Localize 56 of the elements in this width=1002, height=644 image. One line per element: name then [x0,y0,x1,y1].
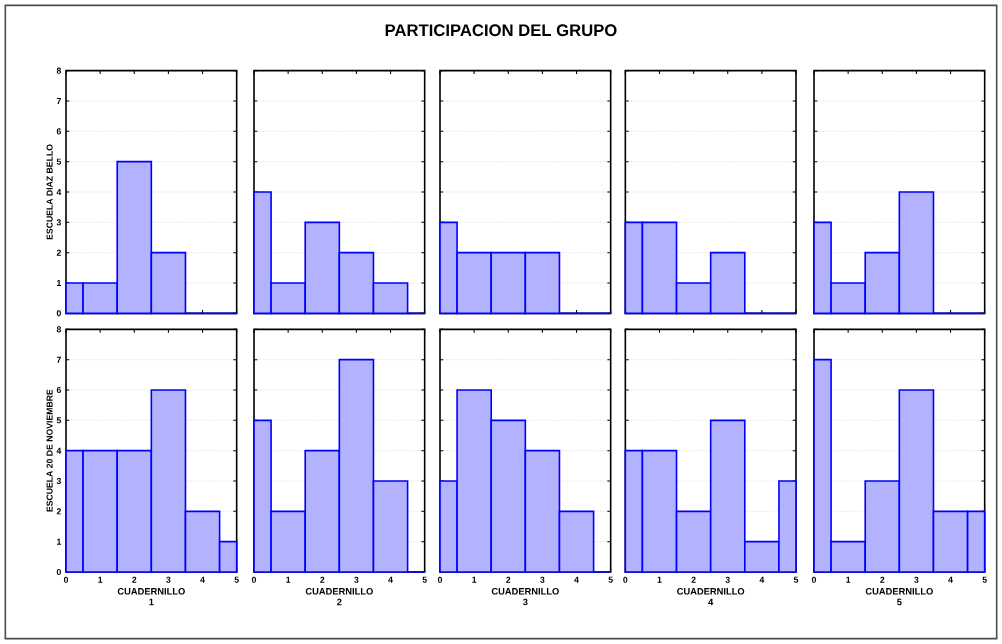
x-tick-label: 3 [166,576,171,583]
x-tick-label: 2 [880,576,885,583]
x-tick-label: 3 [354,576,359,583]
y-tick-label: 7 [56,356,61,363]
x-tick-label: 4 [388,576,393,583]
y-tick-label: 0 [56,568,61,576]
y-tick-label: 0 [56,310,61,317]
y-axis-title: ESCUELA DIAZ BELLO [46,144,53,240]
y-tick-label: 3 [56,477,61,485]
y-tick-label: 8 [56,67,62,74]
y-tick-label: 4 [56,189,62,195]
x-tick-label: 2 [691,576,696,583]
x-tick-label: 0 [251,576,257,583]
x-axis-title: CUADERNILLO 2 [305,588,373,606]
x-tick-label: 3 [725,576,730,583]
y-axis-title: ESCUELA 20 DE NOVIEMBRE [46,389,53,512]
x-tick-label: 5 [793,576,799,583]
x-tick-label: 0 [811,576,817,583]
chart-title: PARTICIPACION DEL GRUPO [385,24,617,37]
x-tick-label: 1 [657,576,662,583]
x-tick-label: 4 [759,576,765,583]
x-tick-label: 1 [286,576,291,583]
x-tick-label: 5 [982,576,987,583]
x-tick-label: 0 [63,576,69,583]
y-tick-label: 6 [56,386,61,394]
x-tick-label: 4 [200,576,205,583]
x-axis-title: CUADERNILLO 1 [117,588,185,606]
x-axis-title: CUADERNILLO 3 [491,588,559,606]
x-tick-label: 2 [132,576,137,583]
x-axis-title: CUADERNILLO 4 [677,588,745,606]
y-tick-label: 1 [57,280,62,286]
y-tick-label: 8 [56,326,62,333]
x-tick-label: 0 [623,576,628,583]
x-tick-label: 4 [948,576,953,583]
x-tick-label: 3 [914,576,919,583]
y-tick-label: 5 [56,417,62,424]
x-axis-title: CUADERNILLO 5 [865,588,933,606]
x-tick-label: 1 [472,576,477,583]
y-tick-label: 2 [56,508,61,515]
x-tick-label: 3 [540,576,545,583]
x-tick-label: 0 [437,576,443,583]
x-tick-label: 4 [574,576,579,583]
x-tick-label: 2 [506,576,511,583]
y-tick-label: 1 [57,538,62,545]
y-tick-label: 7 [56,98,61,104]
x-tick-label: 5 [422,576,427,583]
y-tick-label: 6 [56,128,61,135]
x-tick-label: 5 [608,576,613,583]
y-tick-label: 5 [56,158,62,165]
x-tick-label: 2 [320,576,325,583]
y-tick-label: 3 [56,219,61,226]
y-tick-label: 2 [56,249,61,256]
x-tick-label: 5 [234,576,239,583]
y-tick-label: 4 [56,447,62,454]
x-tick-label: 1 [846,576,851,583]
x-tick-label: 1 [98,576,103,583]
